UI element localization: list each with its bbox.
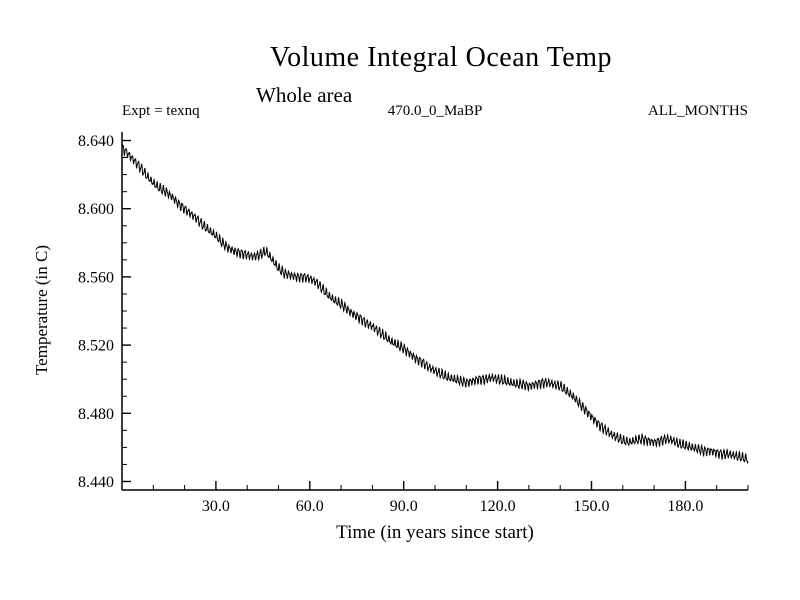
y-tick-label: 8.560 (78, 269, 114, 286)
x-tick-label: 30.0 (202, 498, 230, 515)
y-tick-label: 8.480 (78, 406, 114, 423)
x-tick-label: 90.0 (390, 498, 418, 515)
y-tick-label: 8.440 (78, 474, 114, 491)
chart-subtitle: Whole area (256, 83, 353, 107)
annotation-epoch: 470.0_0_MaBP (387, 103, 483, 119)
chart-title: Volume Integral Ocean Temp (269, 42, 612, 73)
y-tick-label: 8.640 (78, 133, 114, 150)
annotation-months: ALL_MONTHS (648, 103, 748, 119)
annotation-experiment: Expt = texnq (122, 103, 200, 119)
x-tick-label: 150.0 (574, 498, 610, 515)
x-axis-label: Time (in years since start) (336, 522, 534, 543)
x-tick-label: 60.0 (296, 498, 324, 515)
y-tick-label: 8.520 (78, 338, 114, 355)
y-tick-label: 8.600 (78, 201, 114, 218)
x-tick-label: 180.0 (667, 498, 703, 515)
x-tick-label: 120.0 (480, 498, 516, 515)
temperature-series-line (121, 143, 749, 465)
